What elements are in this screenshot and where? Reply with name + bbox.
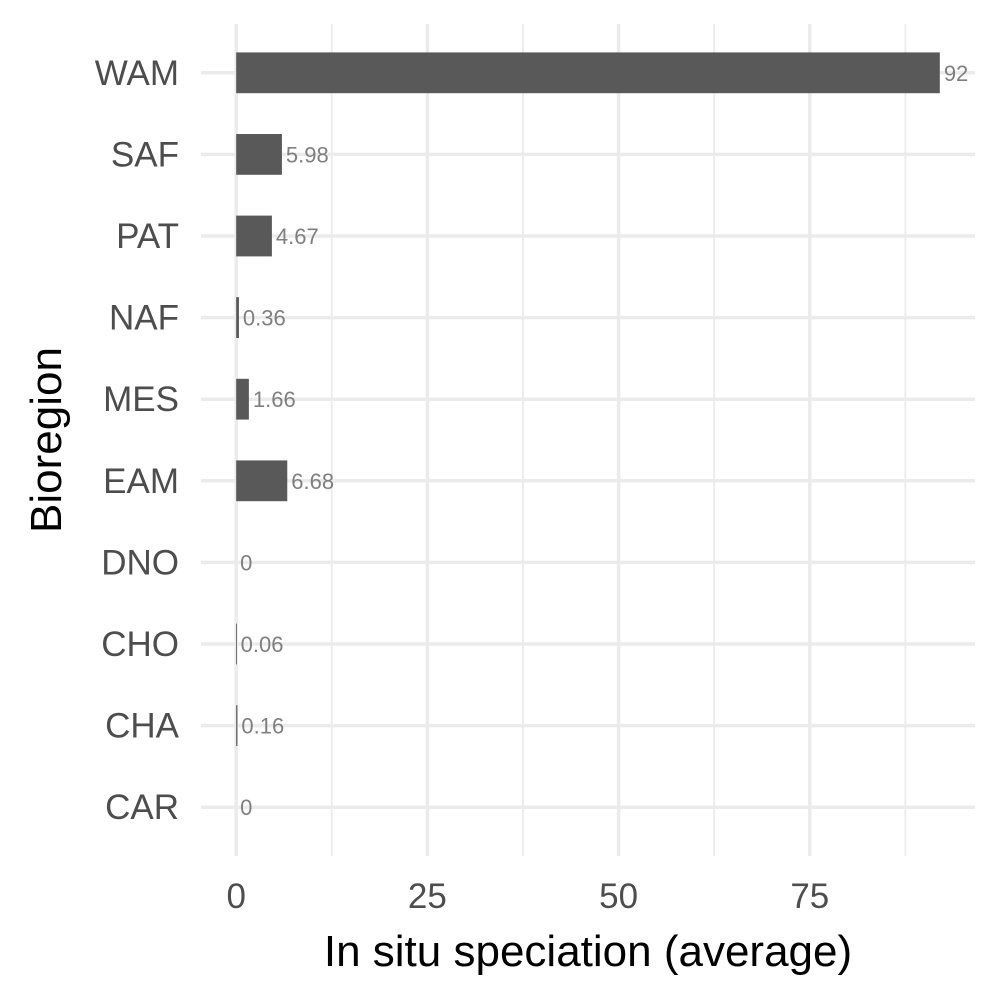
y-tick-saf: SAF [111,135,179,174]
data-label-eam: 6.68 [291,469,334,494]
bar-cho [236,623,237,665]
data-label-mes: 1.66 [253,387,296,412]
y-tick-mes: MES [103,380,179,419]
data-label-saf: 5.98 [286,142,329,167]
bar-wam [236,52,940,94]
y-tick-wam: WAM [95,54,179,93]
bar-saf [236,134,282,175]
data-label-car: 0 [240,795,252,820]
data-label-dno: 0 [240,550,252,575]
bar-naf [236,297,239,338]
bar-pat [236,215,272,257]
data-label-naf: 0.36 [243,306,286,331]
y-tick-dno: DNO [101,543,179,582]
data-label-pat: 4.67 [276,224,319,249]
y-tick-cha: CHA [105,707,180,746]
x-axis-tick-labels: 0 25 50 75 [226,877,829,916]
y-tick-cho: CHO [101,625,179,664]
data-label-wam: 92 [944,61,968,86]
y-tick-car: CAR [105,788,179,827]
y-tick-eam: EAM [103,462,179,501]
x-tick-0: 0 [226,877,245,916]
x-tick-50: 50 [599,877,638,916]
y-tick-naf: NAF [109,299,179,338]
bar-mes [236,378,249,420]
bar-cha [236,705,238,746]
x-tick-25: 25 [408,877,447,916]
data-labels: 0 0.16 0.06 0 6.68 1.66 0.36 4.67 5.98 92 [240,61,968,820]
x-axis-title: In situ speciation (average) [324,927,852,976]
x-tick-75: 75 [790,877,829,916]
data-label-cho: 0.06 [241,632,284,657]
y-tick-pat: PAT [116,217,179,256]
bars [236,52,940,746]
bar-eam [236,460,288,502]
data-label-cha: 0.16 [241,714,284,739]
y-axis-title: Bioregion [22,347,71,533]
y-axis-tick-labels: CAR CHA CHO DNO EAM MES NAF PAT SAF WAM [95,54,180,827]
